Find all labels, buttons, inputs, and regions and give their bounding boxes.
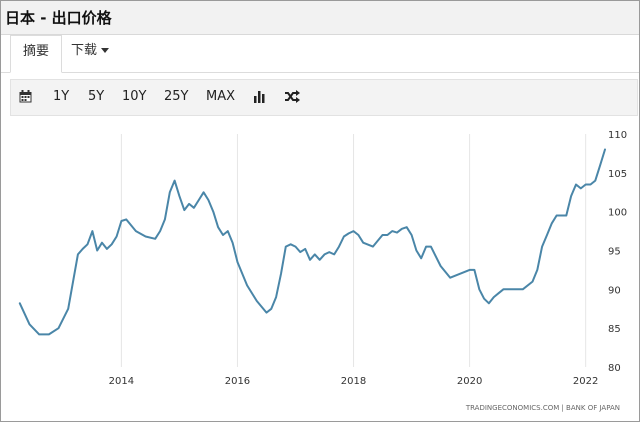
line-chart: 2014 2016 2018 2020 2022 80 85 90 95 100 105 110 TR… (1, 121, 639, 421)
range-max-button[interactable]: MAX (206, 89, 236, 104)
y-tick-label: 110 (608, 130, 627, 141)
x-tick-label: 2022 (573, 376, 598, 387)
x-tick-label: 2016 (225, 376, 250, 387)
shuffle-icon[interactable] (285, 90, 300, 103)
bar-chart-icon[interactable] (253, 90, 266, 103)
chart-source: TRADINGECONOMICS.COM | BANK OF JAPAN (465, 404, 620, 412)
range-25y-button[interactable]: 25Y (164, 89, 189, 104)
x-tick-label: 2014 (109, 376, 134, 387)
x-tick-label: 2020 (457, 376, 482, 387)
tab-download-label: 下载 (71, 43, 98, 58)
tab-download[interactable]: 下载 (59, 35, 121, 71)
tab-summary-label: 摘要 (23, 44, 50, 59)
x-tick-label: 2018 (341, 376, 366, 387)
caret-down-icon (101, 48, 110, 53)
range-1y-button[interactable]: 1Y (53, 89, 70, 104)
y-tick-label: 100 (608, 208, 627, 219)
y-tick-label: 95 (608, 247, 621, 258)
chart-toolbar: 1Y 5Y 10Y 25Y MAX (10, 79, 638, 116)
title-bar: 日本 - 出口价格 (1, 1, 639, 35)
range-10y-button[interactable]: 10Y (122, 89, 147, 104)
calendar-icon[interactable] (19, 90, 32, 103)
tab-summary[interactable]: 摘要 (10, 35, 63, 73)
y-tick-label: 85 (608, 324, 621, 335)
range-5y-button[interactable]: 5Y (88, 89, 105, 104)
tab-bar: 摘要 下载 (1, 35, 639, 73)
page-title: 日本 - 出口价格 (5, 9, 112, 27)
chart-svg: 2014 2016 2018 2020 2022 80 85 90 95 100 105 110 TR… (18, 130, 627, 412)
series-line (18, 148, 606, 336)
y-tick-label: 105 (608, 169, 627, 180)
y-tick-label: 90 (608, 285, 621, 296)
y-tick-label: 80 (608, 363, 621, 374)
